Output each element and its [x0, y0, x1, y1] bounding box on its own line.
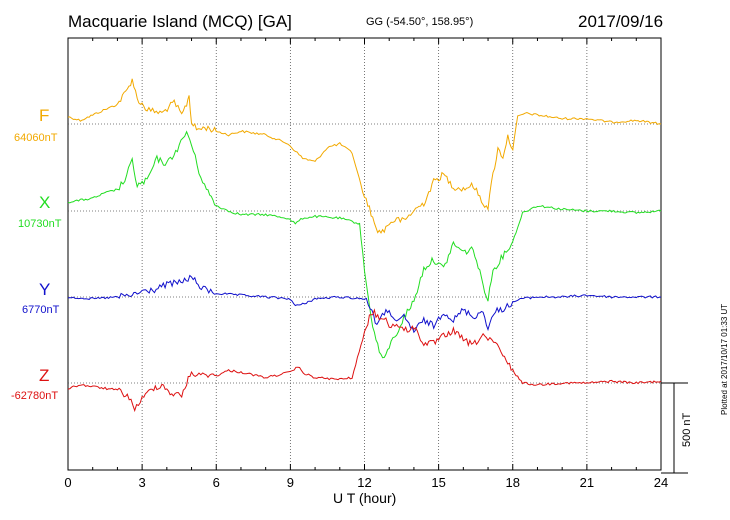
x-tick-label: 24 — [654, 475, 668, 490]
series-line-z — [67, 308, 662, 413]
chart-title: Macquarie Island (MCQ) [GA] — [68, 12, 292, 31]
series-line-f — [67, 78, 662, 234]
x-tick-label: 6 — [213, 475, 220, 490]
x-tick-label: 15 — [431, 475, 445, 490]
station-coordinates: GG (-54.50°, 158.95°) — [366, 16, 474, 28]
series-baseline-z: -62780nT — [11, 390, 59, 402]
series-label-x: X — [39, 193, 51, 212]
x-tick-label: 12 — [357, 475, 371, 490]
x-tick-label: 3 — [139, 475, 146, 490]
x-axis-label: U T (hour) — [333, 490, 397, 506]
series-line-x — [67, 130, 662, 359]
x-axis-ticks: 0 3 6 9 12 15 18 21 24 — [64, 38, 668, 490]
series-baseline-y: 6770nT — [22, 304, 60, 316]
grid — [68, 38, 661, 470]
plotted-timestamp: Plotted at 2017/10/17 01:33 UT — [720, 303, 729, 415]
scale-bar-label: 500 nT — [681, 412, 693, 447]
series-baseline-x: 10730nT — [18, 218, 62, 230]
series-lines — [67, 78, 662, 413]
series-baseline-f: 64060nT — [14, 132, 58, 144]
series-label-z: Z — [39, 366, 50, 385]
series-label-f: F — [39, 106, 50, 125]
series-line-y — [67, 274, 662, 334]
x-tick-label: 18 — [506, 475, 520, 490]
scale-bar — [661, 382, 688, 474]
chart-date: 2017/09/16 — [578, 12, 664, 31]
x-tick-label: 9 — [287, 475, 294, 490]
x-tick-label: 0 — [64, 475, 71, 490]
series-label-y: Y — [39, 280, 51, 299]
x-tick-label: 21 — [580, 475, 594, 490]
